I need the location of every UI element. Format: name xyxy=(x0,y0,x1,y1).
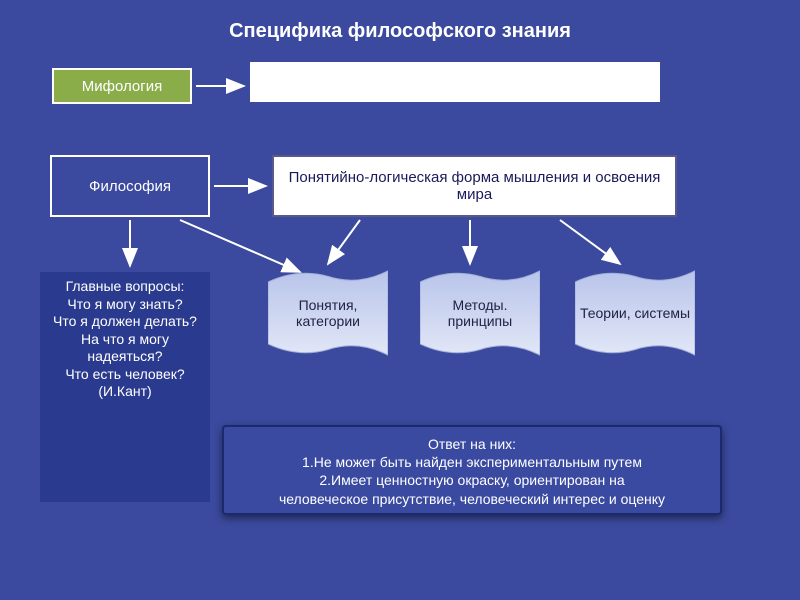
concept-label: Понятийно-логическая форма мышления и ос… xyxy=(280,169,669,203)
philosophy-box: Философия xyxy=(50,155,210,217)
question-line-3: На что я могу надеяться? xyxy=(46,331,204,366)
question-line-0: Главные вопросы: xyxy=(46,278,204,296)
answer-box: Ответ на них:1.Не может быть найден эксп… xyxy=(222,425,722,515)
scroll-label-1: Методы. принципы xyxy=(420,297,540,329)
question-line-1: Что я могу знать? xyxy=(46,296,204,314)
white-box xyxy=(250,62,660,102)
answer-line-3: человеческое присутствие, человеческий и… xyxy=(236,490,708,508)
question-line-4: Что есть человек? xyxy=(46,366,204,384)
question-line-5: (И.Кант) xyxy=(46,383,204,401)
scroll-shape-0: Понятия, категории xyxy=(268,268,388,358)
page-title: Специфика философского знания xyxy=(0,20,800,43)
scroll-shape-1: Методы. принципы xyxy=(420,268,540,358)
scroll-label-2: Теории, системы xyxy=(580,305,690,321)
question-line-2: Что я должен делать? xyxy=(46,313,204,331)
concept-box: Понятийно-логическая форма мышления и ос… xyxy=(272,155,677,217)
answer-line-0: Ответ на них: xyxy=(236,435,708,453)
scroll-label-0: Понятия, категории xyxy=(268,297,388,329)
arrow-4 xyxy=(328,220,360,264)
philosophy-label: Философия xyxy=(89,178,171,195)
mythology-label: Мифология xyxy=(82,78,162,95)
arrow-3 xyxy=(180,220,300,272)
questions-block: Главные вопросы:Что я могу знать?Что я д… xyxy=(40,272,210,502)
arrow-6 xyxy=(560,220,620,264)
answer-line-2: 2.Имеет ценностную окраску, ориентирован… xyxy=(236,471,708,489)
scroll-shape-2: Теории, системы xyxy=(575,268,695,358)
mythology-box: Мифология xyxy=(52,68,192,104)
answer-line-1: 1.Не может быть найден экспериментальным… xyxy=(236,453,708,471)
